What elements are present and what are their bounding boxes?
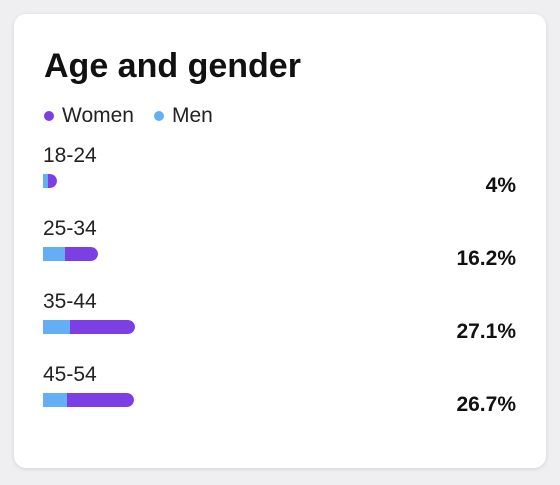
legend-label-men: Men <box>171 104 213 127</box>
percentage-label: 4% <box>485 174 516 197</box>
women-legend-dot <box>44 111 54 121</box>
chart-legend: Women Men <box>44 104 213 128</box>
bar-segment-women <box>65 247 99 261</box>
age-range-label: 18-24 <box>43 144 97 167</box>
bar-segment-women <box>70 320 136 334</box>
age-gender-card: Age and gender Women Men 18-24 4% 25-34 16.… <box>14 14 546 468</box>
bar-segment-women <box>48 174 57 188</box>
age-range-label: 25-34 <box>43 217 97 240</box>
bar-segment-men <box>43 174 49 188</box>
legend-item-women: Women <box>44 104 134 128</box>
men-legend-dot <box>153 111 164 121</box>
legend-item-men: Men <box>153 104 213 128</box>
stacked-bar <box>43 320 136 334</box>
bar-segment-men <box>43 247 66 261</box>
percentage-label: 16.2% <box>456 247 516 270</box>
chart-row-35-44: 35-44 27.1% <box>14 290 546 360</box>
stacked-bar <box>43 174 57 188</box>
stacked-bar <box>43 393 134 407</box>
age-range-label: 35-44 <box>43 290 97 313</box>
percentage-label: 27.1% <box>456 320 516 343</box>
chart-row-25-34: 25-34 16.2% <box>14 217 546 287</box>
percentage-label: 26.7% <box>456 393 516 416</box>
bar-segment-women <box>66 393 134 407</box>
card-title: Age and gender <box>44 47 301 85</box>
bar-segment-men <box>43 393 67 407</box>
age-range-label: 45-54 <box>43 363 97 386</box>
bar-segment-men <box>43 320 71 334</box>
chart-row-18-24: 18-24 4% <box>14 144 546 214</box>
legend-label-women: Women <box>62 104 134 127</box>
stacked-bar <box>43 247 99 261</box>
chart-row-45-54: 45-54 26.7% <box>14 363 546 433</box>
